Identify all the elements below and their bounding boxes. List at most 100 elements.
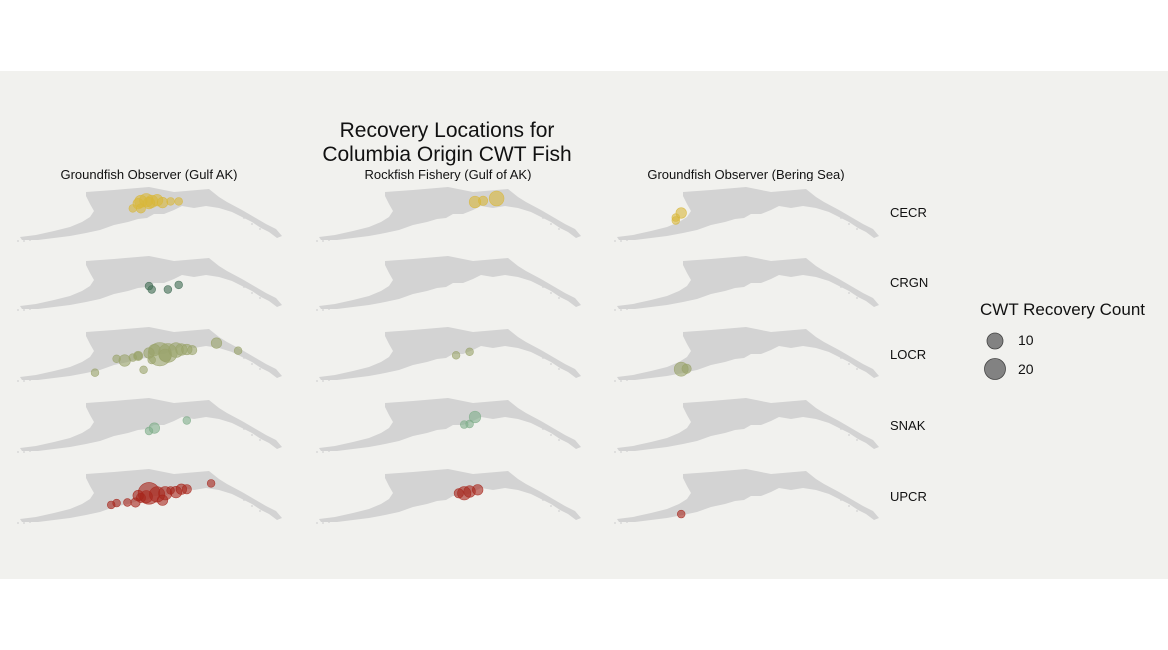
plot-background bbox=[0, 71, 1168, 579]
island bbox=[620, 240, 622, 242]
island bbox=[328, 450, 330, 452]
island bbox=[840, 428, 842, 430]
island bbox=[328, 521, 330, 523]
recovery-point bbox=[163, 285, 173, 294]
recovery-point bbox=[158, 348, 172, 362]
column-title-bering-groundfish: Groundfish Observer (Bering Sea) bbox=[647, 167, 845, 181]
island bbox=[550, 292, 552, 294]
recovery-point bbox=[478, 195, 489, 206]
island bbox=[322, 309, 324, 311]
island bbox=[856, 297, 858, 299]
row-label-cecr: CECR bbox=[890, 205, 927, 220]
alaska-landmass bbox=[319, 187, 581, 240]
island bbox=[626, 308, 628, 310]
map-panel-upcr-2 bbox=[614, 469, 879, 524]
row-label-crgn: CRGN bbox=[890, 275, 929, 290]
island bbox=[251, 292, 253, 294]
island bbox=[626, 521, 628, 523]
island bbox=[558, 297, 560, 299]
island bbox=[259, 368, 261, 370]
recovery-point bbox=[147, 355, 156, 365]
recovery-point bbox=[90, 368, 100, 377]
recovery-point bbox=[671, 216, 681, 225]
map-panel-snak-2 bbox=[614, 398, 879, 453]
map-panel-cecr-2 bbox=[614, 187, 879, 242]
island bbox=[29, 521, 31, 523]
island bbox=[626, 379, 628, 381]
island bbox=[23, 522, 25, 524]
island bbox=[620, 451, 622, 453]
island bbox=[328, 379, 330, 381]
island bbox=[840, 357, 842, 359]
alaska-landmass bbox=[319, 327, 581, 380]
island bbox=[243, 499, 245, 501]
recovery-point bbox=[133, 351, 143, 361]
island bbox=[848, 505, 850, 507]
recovery-point bbox=[488, 190, 505, 207]
recovery-point bbox=[166, 197, 175, 206]
island bbox=[259, 228, 261, 230]
map-panel-cecr-0 bbox=[17, 187, 282, 242]
map-panel-cecr-1 bbox=[316, 187, 581, 242]
recovery-point bbox=[166, 486, 175, 495]
recovery-point bbox=[106, 500, 116, 510]
island bbox=[17, 522, 19, 524]
island bbox=[23, 380, 25, 382]
recovery-point bbox=[156, 197, 169, 209]
recovery-point bbox=[147, 285, 156, 294]
island bbox=[614, 309, 616, 311]
island bbox=[23, 451, 25, 453]
recovery-point bbox=[128, 204, 138, 213]
map-panel-crgn-0 bbox=[17, 256, 282, 311]
title-line-1: Recovery Locations for bbox=[339, 119, 555, 142]
recovery-point bbox=[123, 498, 132, 507]
island bbox=[542, 286, 544, 288]
legend-label-20: 20 bbox=[1018, 361, 1034, 377]
island bbox=[29, 239, 31, 241]
recovery-point bbox=[468, 410, 482, 424]
island bbox=[322, 380, 324, 382]
island bbox=[316, 522, 318, 524]
map-panel-locr-0 bbox=[17, 327, 282, 382]
map-panel-locr-2 bbox=[614, 327, 879, 382]
recovery-point bbox=[135, 492, 146, 503]
island bbox=[558, 228, 560, 230]
island bbox=[259, 439, 261, 441]
island bbox=[243, 286, 245, 288]
island bbox=[614, 380, 616, 382]
island bbox=[251, 363, 253, 365]
legend-circle-10 bbox=[986, 332, 1004, 350]
island bbox=[542, 357, 544, 359]
map-panel-crgn-1 bbox=[316, 256, 581, 311]
island bbox=[614, 522, 616, 524]
title-line-2: Columbia Origin CWT Fish bbox=[322, 143, 572, 166]
island bbox=[626, 239, 628, 241]
island bbox=[542, 428, 544, 430]
island bbox=[542, 217, 544, 219]
island bbox=[251, 223, 253, 225]
alaska-landmass bbox=[319, 469, 581, 522]
map-panel-snak-1 bbox=[316, 398, 581, 453]
recovery-point bbox=[676, 509, 686, 519]
recovery-point bbox=[139, 365, 148, 374]
island bbox=[620, 380, 622, 382]
recovery-point bbox=[144, 426, 154, 436]
recovery-point bbox=[118, 354, 131, 367]
alaska-landmass bbox=[319, 256, 581, 309]
island bbox=[840, 286, 842, 288]
recovery-point bbox=[156, 494, 169, 506]
island bbox=[322, 240, 324, 242]
alaska-landmass bbox=[20, 187, 282, 240]
island bbox=[550, 363, 552, 365]
island bbox=[614, 240, 616, 242]
legend-label-10: 10 bbox=[1018, 332, 1034, 348]
island bbox=[316, 240, 318, 242]
map-panel-locr-1 bbox=[316, 327, 581, 382]
recovery-point bbox=[210, 337, 223, 349]
island bbox=[23, 240, 25, 242]
island bbox=[626, 450, 628, 452]
island bbox=[550, 223, 552, 225]
island bbox=[856, 368, 858, 370]
column-title-gulf-groundfish: Groundfish Observer (Gulf AK) bbox=[60, 167, 238, 181]
